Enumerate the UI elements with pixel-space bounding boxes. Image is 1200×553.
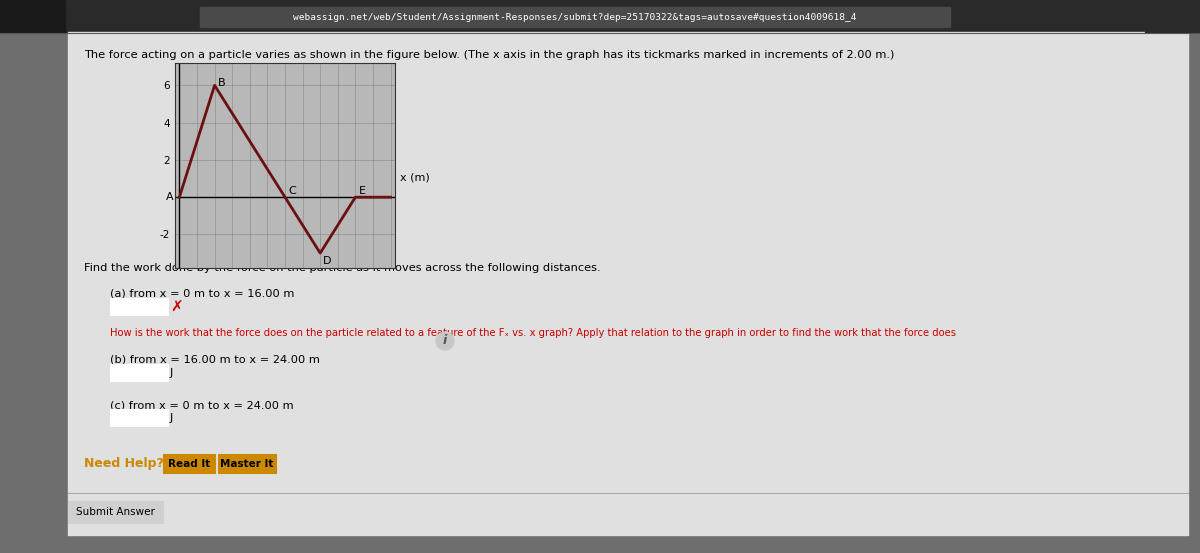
Text: Find the work done by the force on the particle as it moves across the following: Find the work done by the force on the p… bbox=[84, 263, 601, 273]
Text: (b) from x = 16.00 m to x = 24.00 m: (b) from x = 16.00 m to x = 24.00 m bbox=[110, 355, 320, 365]
Bar bbox=[0, 0, 65, 32]
Text: Master It: Master It bbox=[221, 459, 274, 469]
Circle shape bbox=[436, 332, 454, 350]
Text: J: J bbox=[170, 413, 173, 423]
Text: (a) from x = 0 m to x = 16.00 m: (a) from x = 0 m to x = 16.00 m bbox=[110, 288, 294, 298]
Text: ✗: ✗ bbox=[170, 300, 182, 315]
Text: The force acting on a particle varies as shown in the figure below. (The x axis : The force acting on a particle varies as… bbox=[84, 50, 894, 60]
Text: J: J bbox=[170, 368, 173, 378]
Bar bbox=[163, 454, 215, 473]
Text: B: B bbox=[218, 77, 226, 87]
Text: D: D bbox=[323, 255, 331, 265]
Text: x (m): x (m) bbox=[400, 173, 430, 183]
Bar bbox=[68, 501, 163, 523]
Text: Need Help?: Need Help? bbox=[84, 456, 164, 469]
Text: i: i bbox=[443, 335, 448, 347]
Text: (c) from x = 0 m to x = 24.00 m: (c) from x = 0 m to x = 24.00 m bbox=[110, 400, 294, 410]
Text: $F_x$ (N): $F_x$ (N) bbox=[175, 78, 210, 94]
Text: How is the work that the force does on the particle related to a feature of the : How is the work that the force does on t… bbox=[110, 328, 956, 338]
Bar bbox=[1145, 0, 1200, 32]
Bar bbox=[110, 409, 168, 426]
Text: C: C bbox=[288, 186, 296, 196]
Bar bbox=[200, 7, 950, 27]
Bar bbox=[110, 298, 168, 315]
Text: Read It: Read It bbox=[168, 459, 210, 469]
Text: E: E bbox=[359, 186, 366, 196]
Text: Submit Answer: Submit Answer bbox=[76, 507, 155, 517]
Bar bbox=[0, 0, 1200, 32]
Text: A: A bbox=[166, 192, 174, 202]
Text: webassign.net/web/Student/Assignment-Responses/submit?dep=25170322&tags=autosave: webassign.net/web/Student/Assignment-Res… bbox=[293, 13, 857, 22]
Bar bbox=[110, 364, 168, 381]
Bar bbox=[218, 454, 276, 473]
